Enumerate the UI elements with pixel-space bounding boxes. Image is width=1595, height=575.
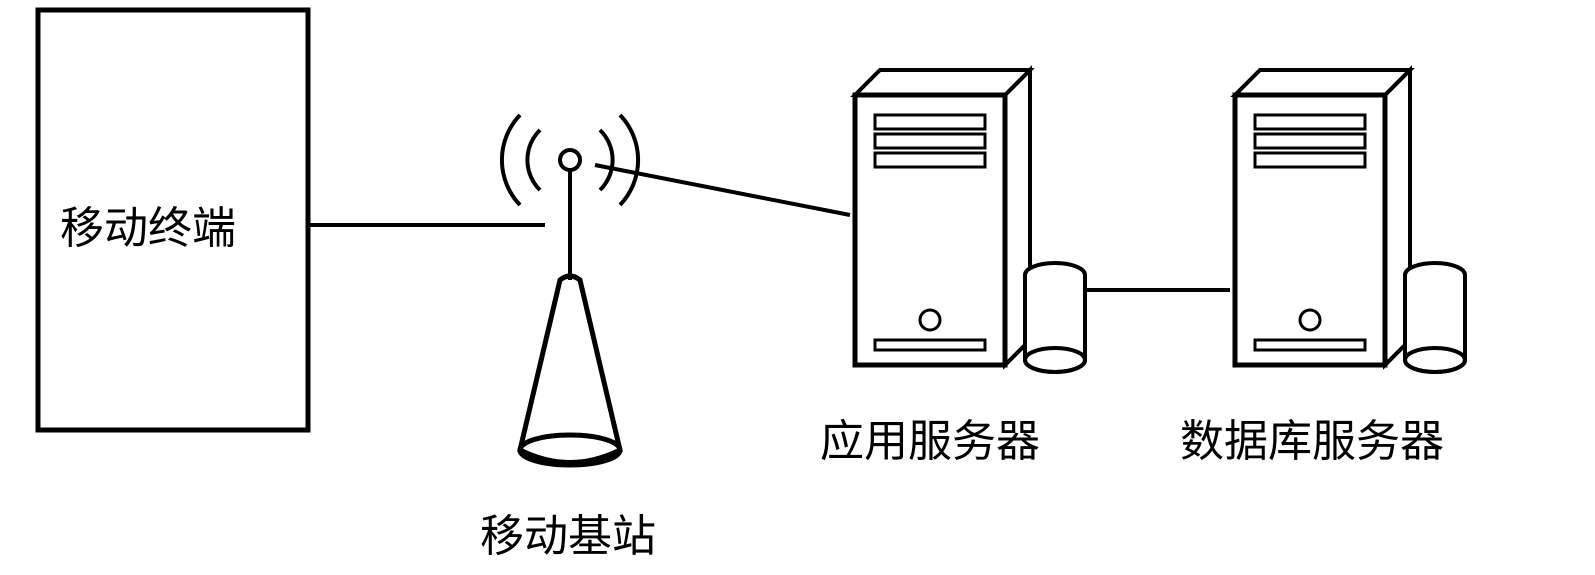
db-server-icon	[1235, 70, 1465, 372]
base-station-label: 移动基站	[480, 500, 656, 564]
db-server-label: 数据库服务器	[1180, 405, 1444, 469]
diagram-svg	[0, 0, 1595, 575]
app-server-icon	[855, 70, 1085, 372]
diagram-canvas: 移动终端 移动基站 应用服务器 数据库服务器	[0, 0, 1595, 575]
app-server-label: 应用服务器	[820, 405, 1040, 469]
mobile-terminal-label: 移动终端	[60, 192, 236, 256]
edge-base-to-appserver	[595, 165, 850, 215]
